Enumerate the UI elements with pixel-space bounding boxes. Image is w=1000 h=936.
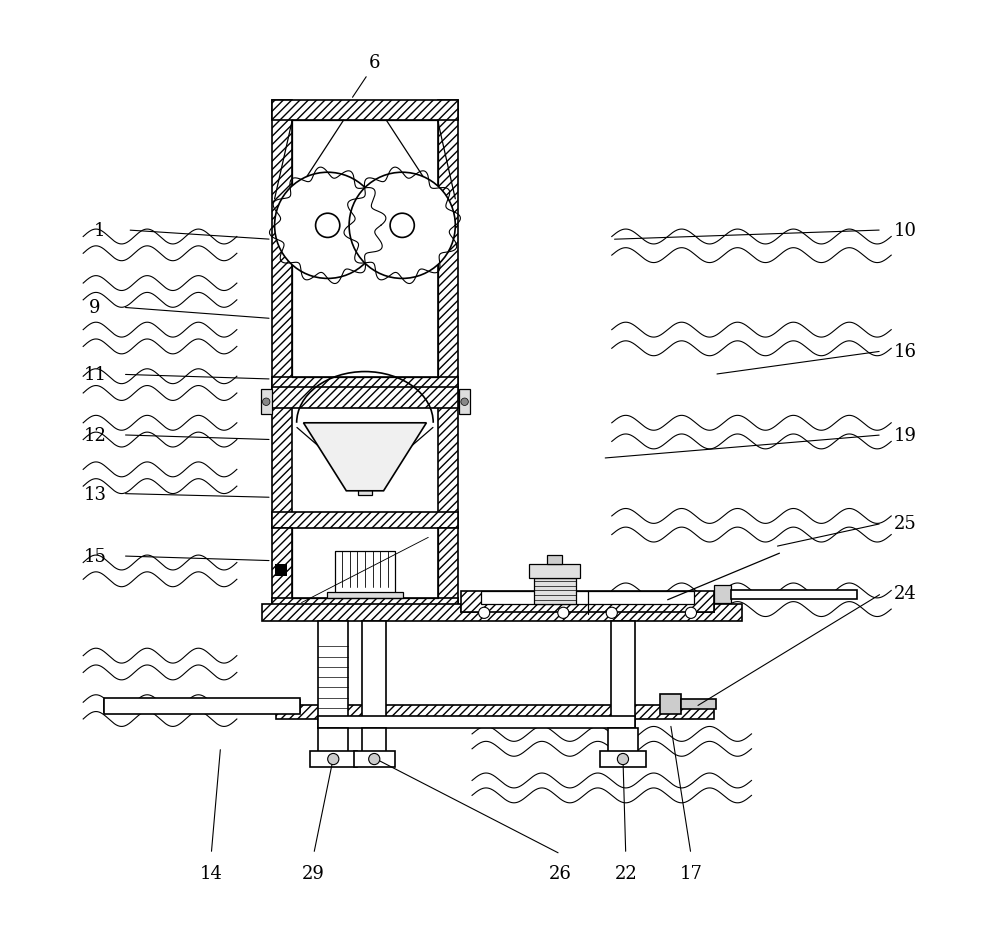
Bar bbox=[104, 698, 300, 714]
Circle shape bbox=[390, 214, 414, 238]
Bar bbox=[318, 622, 348, 728]
Bar bbox=[438, 100, 458, 398]
Bar bbox=[310, 751, 357, 768]
Bar bbox=[438, 529, 458, 612]
Bar bbox=[318, 728, 348, 752]
Bar bbox=[272, 598, 458, 612]
Circle shape bbox=[685, 607, 697, 619]
Bar bbox=[272, 100, 458, 121]
Bar bbox=[438, 398, 458, 529]
Text: 6: 6 bbox=[369, 54, 380, 72]
Bar bbox=[608, 728, 638, 752]
Bar bbox=[261, 390, 272, 415]
Bar bbox=[600, 751, 646, 768]
Text: 16: 16 bbox=[894, 343, 917, 360]
Bar bbox=[611, 622, 635, 728]
Circle shape bbox=[328, 753, 339, 765]
Text: 22: 22 bbox=[614, 864, 637, 882]
Text: 11: 11 bbox=[83, 366, 106, 384]
Bar bbox=[272, 398, 292, 529]
Bar bbox=[681, 700, 716, 709]
Text: 19: 19 bbox=[894, 427, 917, 445]
Bar bbox=[731, 590, 857, 599]
Bar bbox=[481, 592, 694, 605]
Circle shape bbox=[558, 607, 569, 619]
Text: 24: 24 bbox=[894, 585, 917, 603]
Circle shape bbox=[617, 753, 629, 765]
Text: 1: 1 bbox=[94, 222, 105, 240]
Bar bbox=[272, 529, 292, 612]
Text: 25: 25 bbox=[894, 515, 917, 533]
Circle shape bbox=[275, 173, 381, 279]
Text: 29: 29 bbox=[302, 864, 325, 882]
Bar bbox=[276, 705, 714, 719]
Bar bbox=[275, 564, 287, 577]
Circle shape bbox=[606, 607, 617, 619]
Bar bbox=[358, 463, 372, 496]
Bar bbox=[714, 585, 731, 604]
Text: 26: 26 bbox=[549, 864, 572, 882]
Text: 12: 12 bbox=[83, 427, 106, 445]
Bar bbox=[694, 605, 714, 612]
Bar bbox=[362, 622, 386, 728]
Circle shape bbox=[461, 399, 468, 406]
Circle shape bbox=[262, 399, 270, 406]
Text: 13: 13 bbox=[83, 485, 106, 503]
Bar bbox=[461, 592, 714, 612]
Text: 15: 15 bbox=[83, 548, 106, 565]
Bar bbox=[534, 578, 576, 605]
Circle shape bbox=[369, 753, 380, 765]
Circle shape bbox=[349, 173, 455, 279]
Bar bbox=[104, 701, 300, 711]
Text: 17: 17 bbox=[680, 864, 702, 882]
Text: 9: 9 bbox=[89, 299, 101, 317]
Bar bbox=[335, 551, 395, 593]
Bar bbox=[459, 390, 470, 415]
Circle shape bbox=[479, 607, 490, 619]
Bar bbox=[318, 716, 635, 728]
Bar bbox=[262, 605, 742, 622]
Circle shape bbox=[316, 214, 340, 238]
Bar bbox=[660, 695, 681, 714]
Bar bbox=[354, 751, 395, 768]
Bar bbox=[272, 100, 292, 398]
Bar bbox=[272, 512, 458, 529]
Text: 10: 10 bbox=[894, 222, 917, 240]
Bar bbox=[327, 592, 403, 599]
Polygon shape bbox=[303, 423, 426, 491]
Bar bbox=[272, 388, 458, 408]
Bar bbox=[362, 728, 386, 752]
Text: 14: 14 bbox=[200, 864, 223, 882]
Bar bbox=[461, 605, 481, 612]
Bar bbox=[547, 555, 562, 564]
Bar bbox=[529, 564, 580, 578]
Bar bbox=[272, 378, 458, 398]
